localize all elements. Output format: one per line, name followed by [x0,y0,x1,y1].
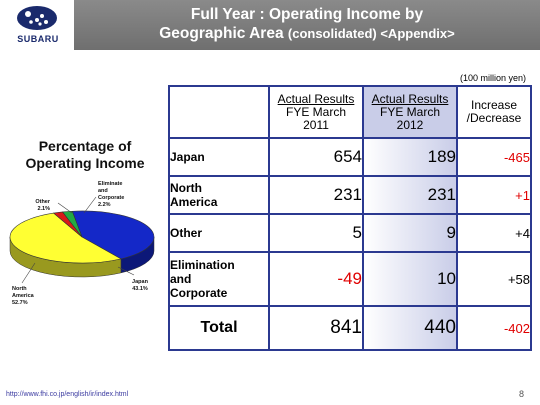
pie-title-line1: Percentage of [38,138,132,154]
region-label: Elimination and Corporate [168,251,270,307]
region-text: Japan [170,150,205,164]
subaru-emblem-icon [17,6,57,30]
pie-label-elim: 2.2% [98,202,111,208]
header-fy2011: Actual Results FYE March 2011 [268,85,364,139]
fy2012-value: 189 [362,137,458,177]
header-fy2012: Actual Results FYE March 2012 [362,85,458,139]
title-sub: (consolidated) <Appendix> [287,26,455,41]
slice-japan [71,210,155,260]
region-label: North America [168,175,270,215]
change-value: +1 [456,175,532,215]
total-fy2012: 440 [362,305,458,351]
pie-label-north-america: America [12,293,35,299]
leader-line-elim [83,196,97,214]
header-fy2011-line1: Actual Results [277,91,355,106]
slide-header: SUBARU Full Year : Operating Income by G… [0,0,540,50]
operating-income-table: Actual Results FYE March 2011 Actual Res… [168,85,532,351]
table-row-japan: Japan 654 189 -465 [168,137,532,177]
pie-label-north-america: North [12,286,27,292]
change-value: -465 [456,137,532,177]
region-label: Other [168,213,270,253]
total-fy2011: 841 [268,305,364,351]
fy2011-value: 231 [268,175,364,215]
pie-label-japan: Japan [132,279,149,285]
region-text: Elimination [170,258,235,272]
region-text: and [170,272,192,286]
region-text: Other [170,226,203,240]
unit-note: (100 million yen) [459,73,526,83]
page-number: 8 [518,389,524,399]
slice-north-america [9,212,122,264]
leader-line-japan [117,266,135,276]
change-value: +4 [456,213,532,253]
header-change-line2: /Decrease [466,111,522,125]
table-row-elimination-corporate: Elimination and Corporate -49 10 +58 [168,251,532,307]
leader-line-north-america [21,262,36,284]
header-fy2012-line2: FYE March [379,104,440,119]
header-fy2011-line3: 2011 [303,117,329,132]
change-value: +58 [456,251,532,307]
table-row-total: Total 841 440 -402 [168,305,532,351]
footer-url[interactable]: http://www.fhi.co.jp/english/ir/index.ht… [6,391,129,398]
subaru-logo: SUBARU [0,0,74,50]
region-label: Japan [168,137,270,177]
header-region-cell [168,85,270,139]
table-row-north-america: North America 231 231 +1 [168,175,532,215]
title-main: Geographic Area [159,25,284,42]
region-text: Corporate [170,286,228,300]
pie-label-elim: Eliminate [98,181,122,187]
total-change: -402 [456,305,532,351]
pie-title-line2: Operating Income [25,155,145,171]
header-fy2012-line3: 2012 [396,117,424,132]
fy2012-value: 10 [362,251,458,307]
pie-label-elim: and [98,188,108,194]
header-fy2011-line2: FYE March [285,104,346,119]
header-change: Increase /Decrease [456,85,532,139]
leader-line-other [57,202,73,214]
fy2011-value: 5 [268,213,364,253]
pie-body [9,210,155,278]
fy2012-value: 9 [362,213,458,253]
fy2011-value: -49 [268,251,364,307]
pie-label-other: Other [35,199,51,205]
logo-text: SUBARU [17,34,59,44]
pie-title: Percentage of Operating Income [10,138,160,172]
pie-label-japan: 43.1% [132,286,148,292]
fy2011-value: 654 [268,137,364,177]
total-label: Total [168,305,270,351]
fy2012-value: 231 [362,175,458,215]
table-row-other: Other 5 9 +4 [168,213,532,253]
table-header-row: Actual Results FYE March 2011 Actual Res… [168,85,532,139]
region-text: North [170,181,202,195]
header-change-line1: Increase [470,98,518,112]
slide-title-line2: Geographic Area (consolidated) <Appendix… [74,24,540,43]
slide-title-line1: Full Year : Operating Income by [190,6,424,23]
pie-label-other: 2.1% [37,206,50,212]
region-text: America [170,195,218,209]
header-fy2012-line1: Actual Results [371,91,449,106]
pie-leader-lines [21,196,135,284]
pie-label-elim: Corporate [98,195,124,201]
pie-label-north-america: 52.7% [12,300,28,306]
slice-eliminate-corporate [61,210,83,238]
